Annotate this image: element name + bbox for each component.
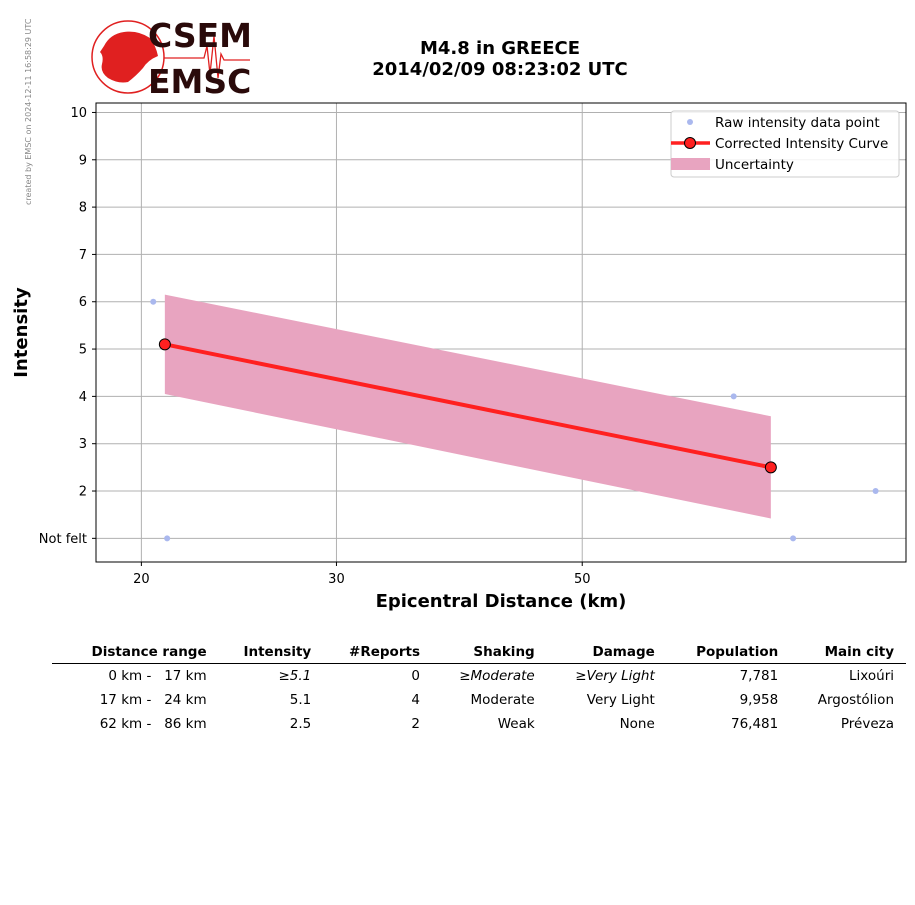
y-tick-label: 9 — [79, 153, 87, 168]
cell-damage: None — [619, 716, 655, 732]
cell-distance: 17 km - 24 km — [99, 692, 207, 708]
curve-point — [764, 461, 777, 474]
chart-title-line2: 2014/02/09 08:23:02 UTC — [372, 59, 628, 80]
cell-reports: 2 — [411, 716, 420, 732]
header-shaking: Shaking — [431, 640, 547, 664]
intensity-summary-table: Distance range Intensity #Reports Shakin… — [52, 640, 906, 736]
curve-layer — [158, 338, 777, 474]
raw-data-point — [790, 535, 797, 542]
table-row: 62 km - 86 km 2.5 2 Weak None 76,481 Pré… — [52, 712, 906, 736]
cell-population: 9,958 — [739, 692, 779, 708]
y-tick-label: 7 — [79, 248, 87, 263]
header-population: Population — [666, 640, 791, 664]
csem-emsc-logo: CSEM EMSC — [91, 16, 252, 100]
legend-curve-marker — [684, 137, 696, 149]
cell-main-city: Préveza — [840, 716, 894, 732]
y-tick-label: 3 — [79, 437, 87, 452]
header-reports: #Reports — [323, 640, 432, 664]
header-distance-range: Distance range — [52, 640, 219, 664]
table-header-row: Distance range Intensity #Reports Shakin… — [52, 640, 906, 664]
corrected-intensity-curve — [164, 342, 772, 470]
raw-data-point — [730, 393, 737, 400]
raw-data-point — [150, 298, 157, 305]
y-tick-label: 8 — [79, 201, 87, 216]
chart-title-line1: M4.8 in GREECE — [419, 38, 581, 59]
cell-shaking: ≥Moderate — [459, 668, 535, 684]
table-row: 17 km - 24 km 5.1 4 Moderate Very Light … — [52, 688, 906, 712]
x-tick-label: 30 — [328, 572, 345, 587]
cell-intensity: 2.5 — [289, 716, 312, 732]
chart-title: M4.8 in GREECE 2014/02/09 08:23:02 UTC — [300, 38, 700, 80]
header-main-city: Main city — [790, 640, 906, 664]
cell-main-city: Lixoúri — [849, 668, 894, 684]
cell-reports: 0 — [411, 668, 420, 684]
cell-distance: 62 km - 86 km — [99, 716, 207, 732]
cell-intensity: ≥5.1 — [278, 668, 312, 684]
raw-points-layer — [150, 298, 879, 542]
creation-note-text: created by EMSC on 2024-12-11 16:58:29 U… — [24, 18, 33, 205]
header-intensity: Intensity — [218, 640, 324, 664]
table-row: 0 km - 17 km ≥5.1 0 ≥Moderate ≥Very Ligh… — [52, 664, 906, 689]
plot-frame — [95, 102, 907, 563]
raw-data-point — [872, 488, 879, 495]
curve-point — [158, 338, 171, 351]
cell-shaking: Moderate — [470, 692, 535, 708]
raw-data-point — [164, 535, 171, 542]
y-tick-label: 5 — [79, 343, 87, 358]
legend: Raw intensity data point Corrected Inten… — [670, 110, 900, 178]
y-tick-label: Not felt — [39, 532, 87, 547]
logo-globe-map — [100, 31, 158, 83]
header-damage: Damage — [546, 640, 667, 664]
logo-emsc: EMSC — [148, 62, 251, 100]
x-tick-label: 50 — [574, 572, 591, 587]
ticks-layer: Not felt 2 3 4 5 6 7 8 9 10 20 30 50 — [39, 106, 591, 587]
legend-raw-marker — [687, 119, 693, 125]
legend-curve-label: Corrected Intensity Curve — [715, 136, 888, 152]
x-tick-label: 20 — [133, 572, 150, 587]
cell-damage: Very Light — [586, 692, 655, 708]
creation-note: created by EMSC on 2024-12-11 16:58:29 U… — [24, 18, 33, 205]
cell-shaking: Weak — [497, 716, 535, 732]
y-axis-label: Intensity — [11, 287, 32, 378]
logo-seismograph — [164, 35, 250, 79]
cell-distance: 0 km - 17 km — [108, 668, 207, 684]
intensity-chart: Not felt 2 3 4 5 6 7 8 9 10 20 30 50 Epicentral Dist… — [11, 102, 907, 612]
y-tick-label: 4 — [79, 390, 87, 405]
y-tick-label: 2 — [79, 485, 87, 500]
y-tick-label: 6 — [79, 295, 87, 310]
logo-csem: CSEM — [148, 16, 252, 55]
legend-raw-label: Raw intensity data point — [715, 115, 880, 131]
cell-population: 7,781 — [739, 668, 779, 684]
y-tick-label: 10 — [70, 106, 87, 121]
cell-population: 76,481 — [730, 716, 779, 732]
legend-band-label: Uncertainty — [715, 157, 794, 173]
legend-band-swatch — [671, 158, 710, 170]
cell-damage: ≥Very Light — [575, 668, 655, 684]
cell-main-city: Argostólion — [817, 692, 894, 708]
x-axis-label: Epicentral Distance (km) — [376, 591, 627, 612]
cell-intensity: 5.1 — [289, 692, 312, 708]
cell-reports: 4 — [411, 692, 420, 708]
